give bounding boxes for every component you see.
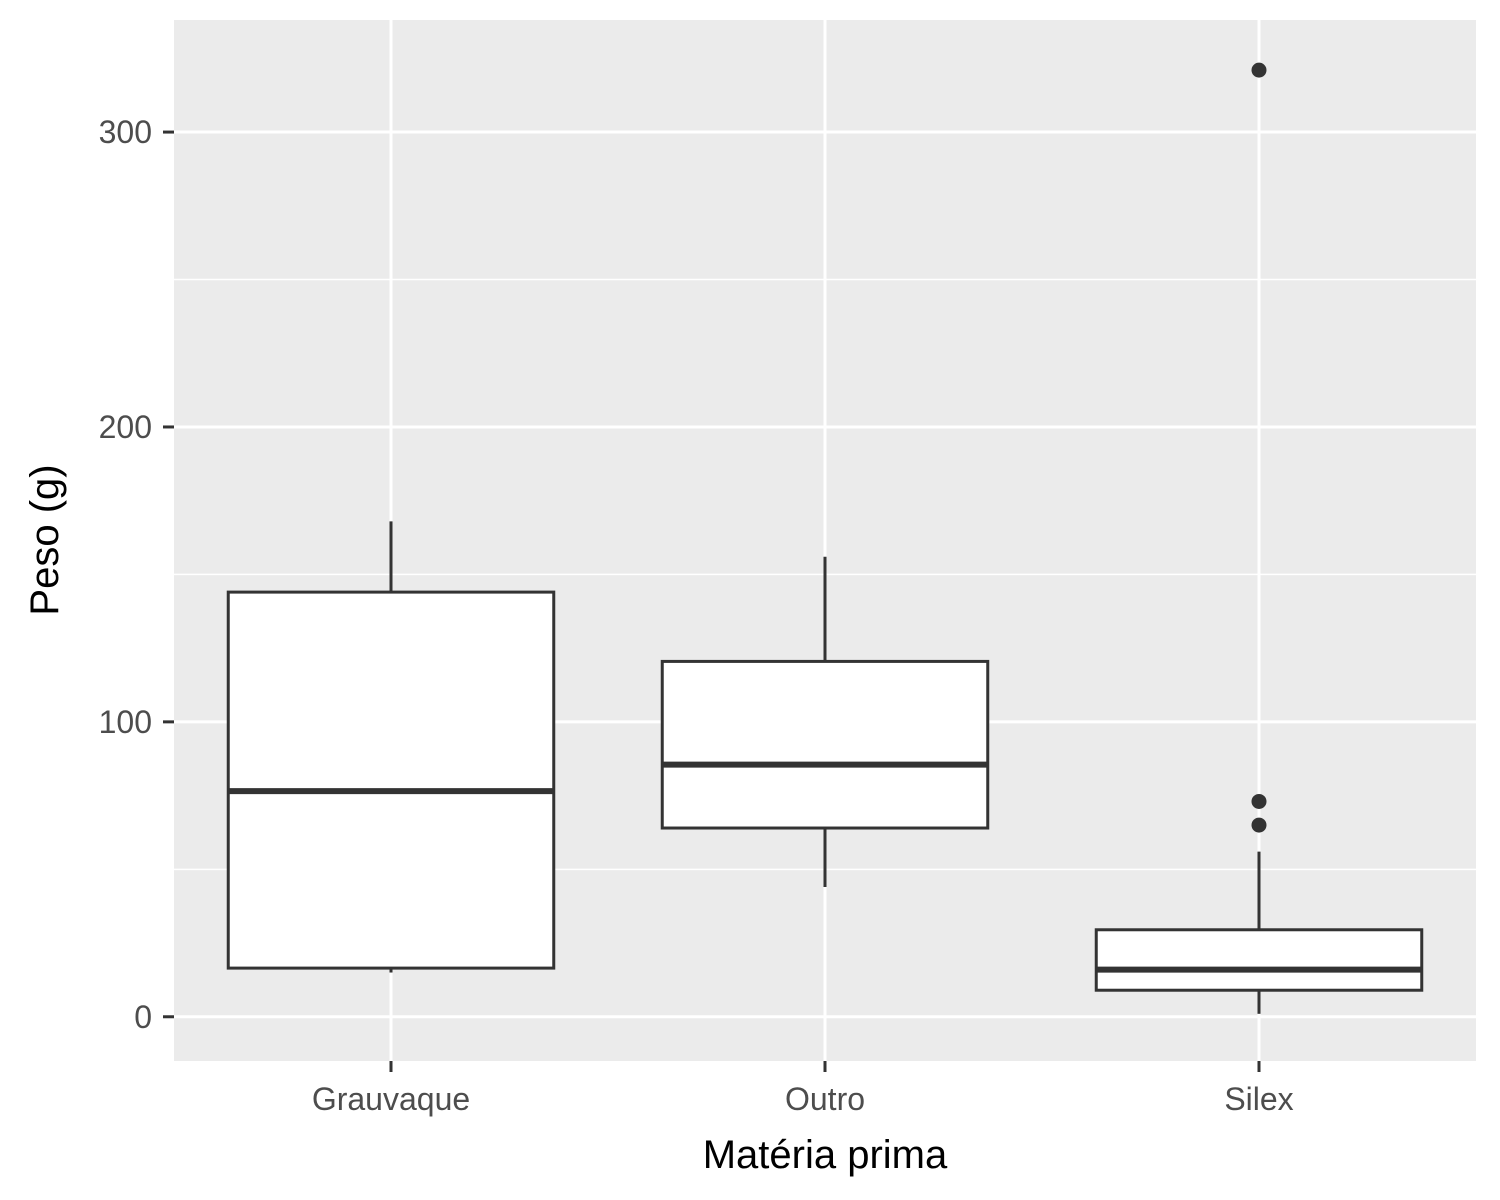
box-grauvaque bbox=[226, 521, 556, 973]
box-silex bbox=[1094, 62, 1424, 1014]
outlier-point bbox=[1251, 793, 1267, 809]
box-body bbox=[226, 590, 556, 970]
x-axis: Grauvaque Outro Silex bbox=[312, 1061, 1294, 1117]
boxes-layer bbox=[226, 62, 1424, 1014]
y-tick-label: 0 bbox=[134, 999, 152, 1035]
x-axis-title: Matéria prima bbox=[703, 1133, 948, 1177]
y-tick-label: 300 bbox=[99, 114, 152, 150]
outlier-point bbox=[1251, 62, 1267, 78]
y-axis: 0 100 200 300 bbox=[99, 114, 174, 1035]
box-body bbox=[660, 659, 990, 830]
x-tick-label: Silex bbox=[1224, 1081, 1293, 1117]
box-body bbox=[1094, 928, 1424, 992]
x-tick-label: Outro bbox=[785, 1081, 865, 1117]
outlier-point bbox=[1251, 817, 1267, 833]
y-tick-label: 200 bbox=[99, 409, 152, 445]
x-tick-label: Grauvaque bbox=[312, 1081, 470, 1117]
y-axis-title: Peso (g) bbox=[23, 464, 67, 615]
y-tick-label: 100 bbox=[99, 704, 152, 740]
box-outro bbox=[660, 556, 990, 888]
